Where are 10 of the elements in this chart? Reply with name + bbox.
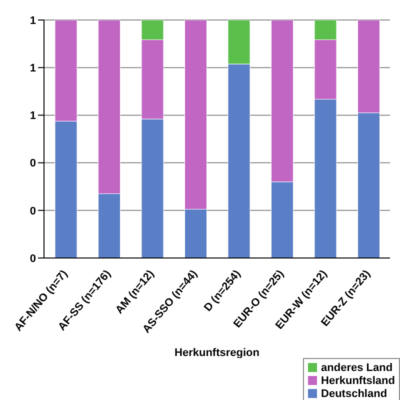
y-tick-label: 0 xyxy=(30,252,36,265)
y-tick-label: 0 xyxy=(30,158,36,170)
y-tick-label: 0 xyxy=(30,205,36,218)
y-tick-label: 1 xyxy=(30,14,36,27)
legend-label: anderes Land xyxy=(321,362,393,374)
x-axis-title: Herkunftsregion xyxy=(174,347,260,359)
legend-label: Deutschland xyxy=(321,388,388,400)
y-tick-label: 1 xyxy=(30,62,36,75)
y-tick-label: 1 xyxy=(30,110,36,122)
legend-label: Herkunftsland xyxy=(321,374,395,386)
